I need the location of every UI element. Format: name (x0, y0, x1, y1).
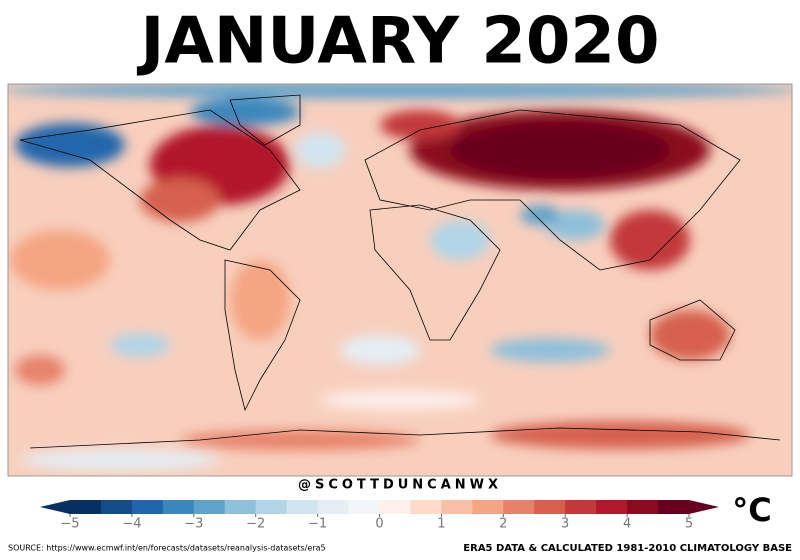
title: JANUARY 2020 (137, 5, 660, 79)
colorbar-segment (193, 500, 226, 514)
colorbar-tick-label: −4 (122, 517, 141, 532)
colorbar-tick-label: 2 (499, 517, 507, 532)
colorbar-segment (348, 500, 380, 514)
colorbar-segment (224, 500, 257, 514)
colorbar-tick-label: 5 (685, 517, 693, 532)
colorbar-segment (379, 500, 411, 514)
colorbar-segment (255, 500, 288, 514)
colorbar-tick-label: 0 (375, 517, 383, 532)
colorbar-segment (658, 500, 690, 514)
colorbar-segment (131, 500, 164, 514)
colorbar-segment (441, 500, 473, 514)
colorbar-extend-low (40, 500, 70, 514)
colorbar-extend-high (689, 500, 719, 514)
colorbar-segment (627, 500, 659, 514)
colorbar-segment (317, 500, 350, 514)
colorbar-segment (565, 500, 597, 514)
footer: ERA5 DATA & CALCULATED 1981-2010 CLIMATO… (463, 543, 792, 554)
handle: @SCOTTDUNCANWX (298, 478, 502, 493)
colorbar-segment (534, 500, 566, 514)
colorbar-segment (503, 500, 535, 514)
colorbar-tick-label: 3 (561, 517, 569, 532)
colorbar-tick-label: 4 (623, 517, 631, 532)
colorbar-tick-label: −5 (60, 517, 79, 532)
colorbar-tick-label: −2 (246, 517, 265, 532)
colorbar-segment (100, 500, 133, 514)
colorbar-segment (472, 500, 504, 514)
colorbar-segment (70, 500, 102, 514)
colorbar-segment (162, 500, 195, 514)
colorbar-unit: °C (732, 491, 771, 529)
colorbar-segment (286, 500, 319, 514)
colorbar-tick-label: 1 (437, 517, 445, 532)
anomaly-map (8, 84, 792, 476)
map-frame (7, 83, 793, 477)
colorbar-segment (596, 500, 628, 514)
colorbar-tick-label: −1 (308, 517, 327, 532)
colorbar-segment (410, 500, 442, 514)
colorbar: −5 −4 −3 −2 −1 0 1 2 3 4 5 (40, 500, 719, 532)
colorbar-tick-label: −3 (184, 517, 203, 532)
source: SOURCE: https://www.ecmwf.int/en/forecas… (8, 544, 326, 553)
